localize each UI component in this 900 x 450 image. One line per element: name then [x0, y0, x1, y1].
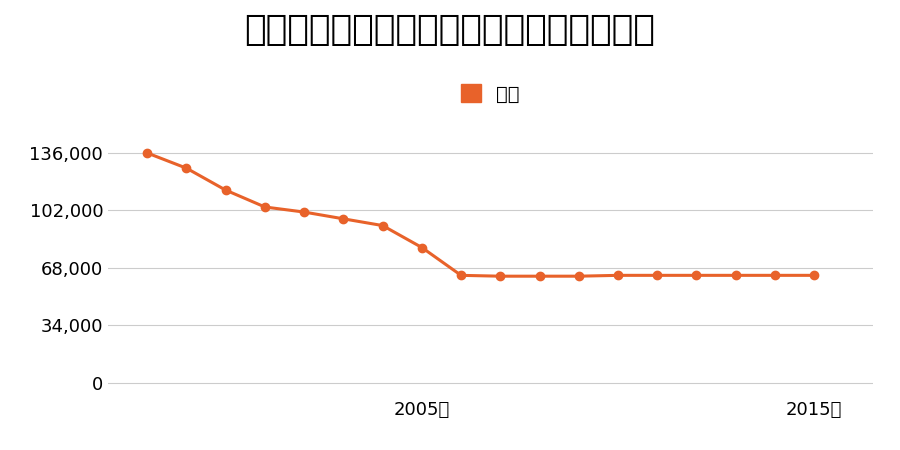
Text: 千葉県印西市木刈３丁目６番３の地価推移: 千葉県印西市木刈３丁目６番３の地価推移	[245, 14, 655, 48]
Legend: 価格: 価格	[454, 76, 527, 111]
